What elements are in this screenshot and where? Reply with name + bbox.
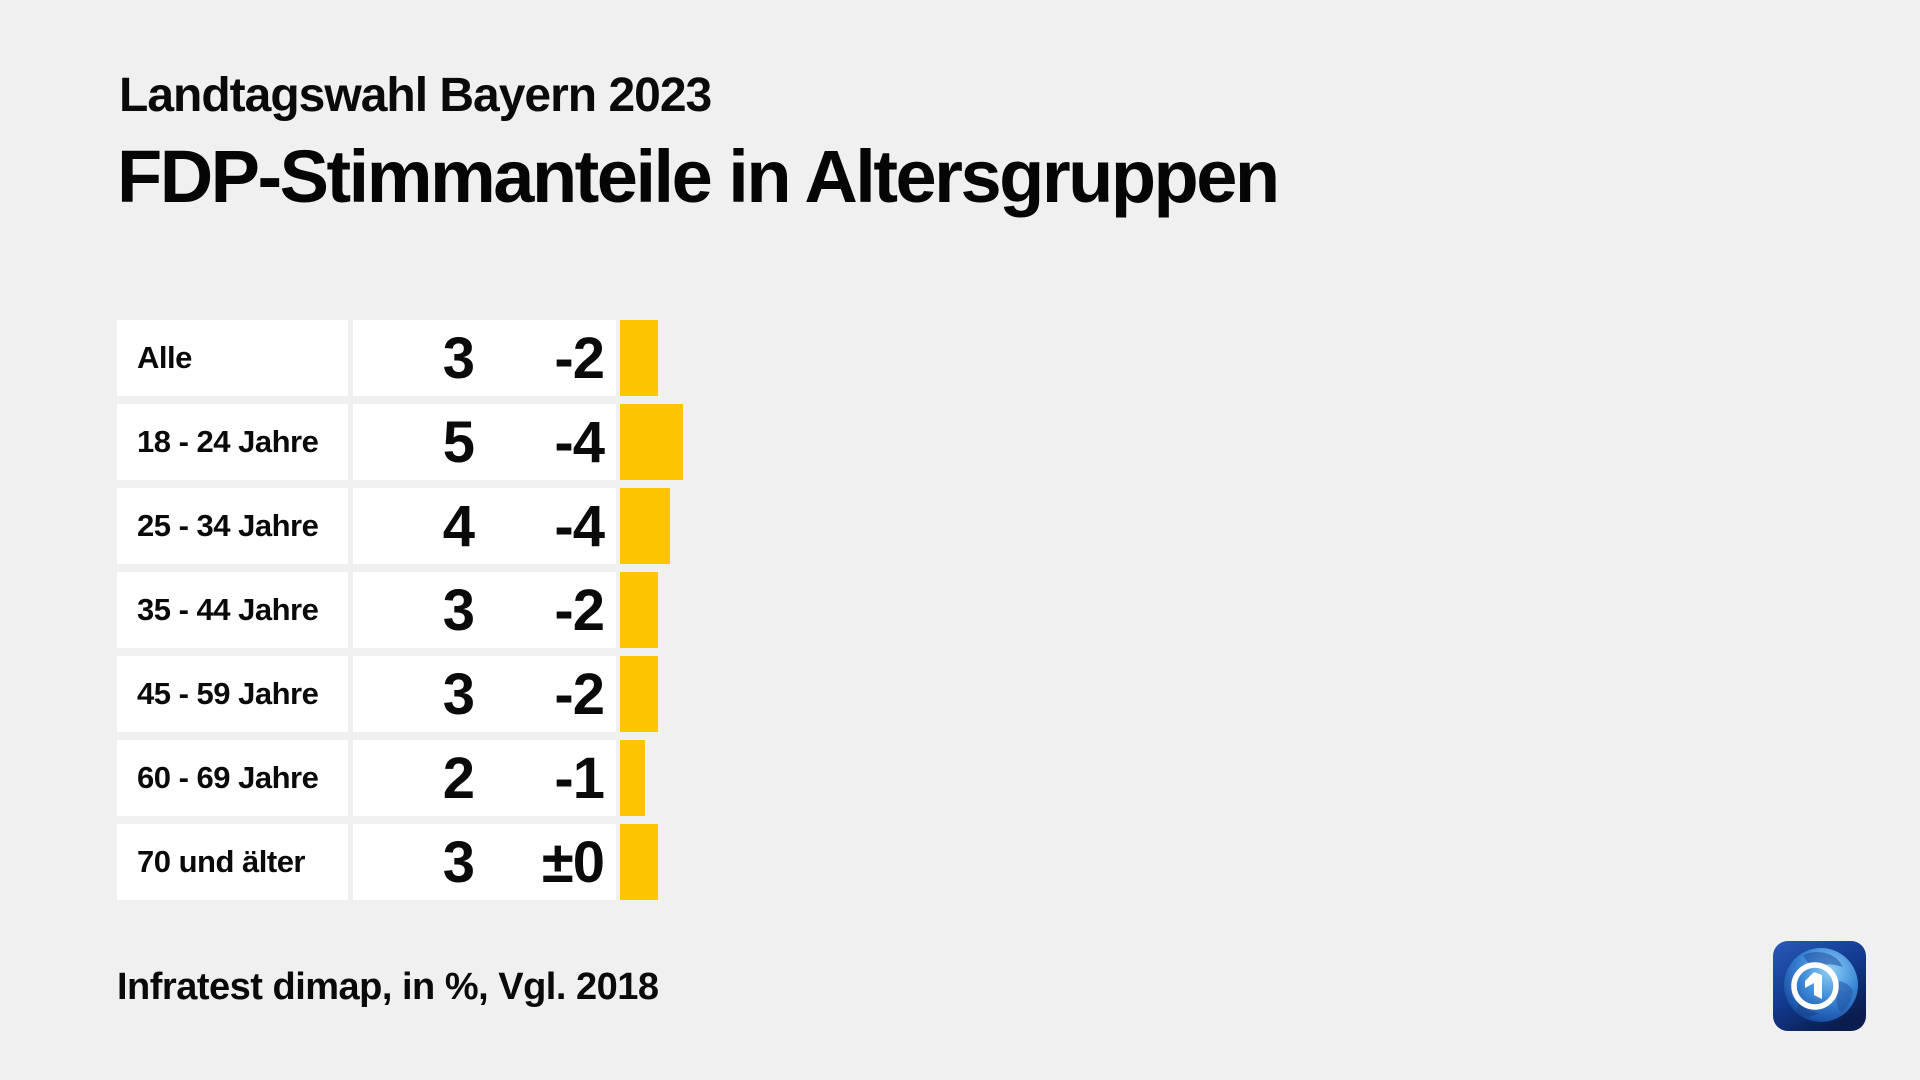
row-change: ±0 <box>541 829 605 895</box>
row-change: -2 <box>554 325 605 391</box>
value-bar <box>620 740 645 816</box>
row-change: -2 <box>554 577 605 643</box>
row-value: 3 <box>442 577 475 643</box>
row-label: 35 - 44 Jahre <box>117 572 348 648</box>
table-row: 25 - 34 Jahre 4 -4 <box>117 488 683 564</box>
row-value: 2 <box>442 745 475 811</box>
row-values: 3 -2 <box>353 320 616 396</box>
row-values: 3 ±0 <box>353 824 616 900</box>
table-row: 45 - 59 Jahre 3 -2 <box>117 656 683 732</box>
value-bar <box>620 656 658 732</box>
row-label: 60 - 69 Jahre <box>117 740 348 816</box>
table-row: 60 - 69 Jahre 2 -1 <box>117 740 683 816</box>
row-label: 18 - 24 Jahre <box>117 404 348 480</box>
row-value: 3 <box>442 829 475 895</box>
source-note: Infratest dimap, in %, Vgl. 2018 <box>117 966 659 1008</box>
table-row: Alle 3 -2 <box>117 320 683 396</box>
row-value: 3 <box>442 661 475 727</box>
page-title: FDP-Stimmanteile in Altersgruppen <box>117 135 1280 218</box>
value-bar <box>620 320 658 396</box>
row-change: -1 <box>554 745 605 811</box>
row-label: 45 - 59 Jahre <box>117 656 348 732</box>
row-change: -2 <box>554 661 605 727</box>
value-bar <box>620 824 658 900</box>
row-label: Alle <box>117 320 348 396</box>
row-values: 5 -4 <box>353 404 616 480</box>
ard-logo-icon <box>1773 941 1866 1031</box>
row-change: -4 <box>554 493 605 559</box>
row-values: 3 -2 <box>353 656 616 732</box>
row-value: 5 <box>442 409 475 475</box>
row-values: 3 -2 <box>353 572 616 648</box>
value-bar <box>620 404 683 480</box>
chart-subtitle: Landtagswahl Bayern 2023 <box>119 69 712 122</box>
value-bar <box>620 572 658 648</box>
row-value: 3 <box>442 325 475 391</box>
row-change: -4 <box>554 409 605 475</box>
value-bar <box>620 488 670 564</box>
row-values: 4 -4 <box>353 488 616 564</box>
table-row: 70 und älter 3 ±0 <box>117 824 683 900</box>
row-label: 25 - 34 Jahre <box>117 488 348 564</box>
bar-chart-table: Alle 3 -2 18 - 24 Jahre 5 -4 25 - 34 Jah… <box>117 320 683 908</box>
table-row: 35 - 44 Jahre 3 -2 <box>117 572 683 648</box>
table-row: 18 - 24 Jahre 5 -4 <box>117 404 683 480</box>
row-values: 2 -1 <box>353 740 616 816</box>
row-value: 4 <box>442 493 475 559</box>
row-label: 70 und älter <box>117 824 348 900</box>
